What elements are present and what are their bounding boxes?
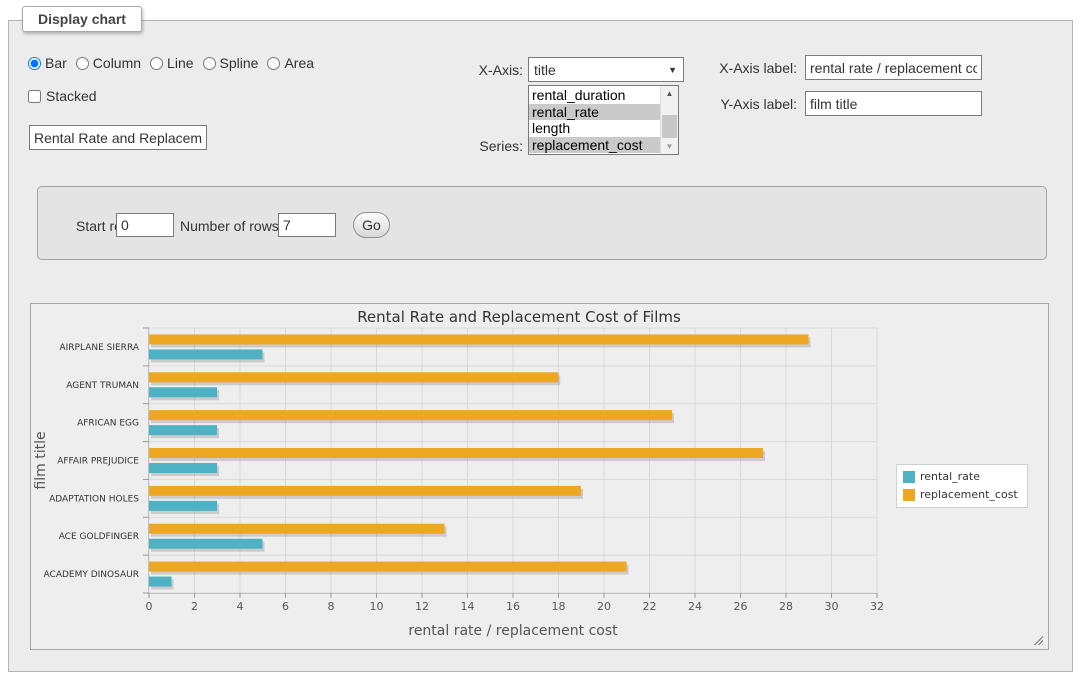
- x-axis-title: rental rate / replacement cost: [408, 623, 618, 639]
- legend-swatch-icon: [903, 488, 915, 501]
- radio-column[interactable]: [75, 56, 89, 70]
- radio-option-area[interactable]: Area: [267, 55, 314, 71]
- x-axis-tick-label: 24: [688, 600, 702, 613]
- bar-replacement_cost: [149, 448, 764, 458]
- category-label: ACE GOLDFINGER: [59, 532, 139, 542]
- series-option-rental_duration[interactable]: rental_duration: [532, 87, 626, 103]
- chart-type-radios: Bar Column Line Spline Area: [28, 55, 314, 71]
- series-caption: Series:: [479, 138, 523, 154]
- legend-swatch-icon: [903, 470, 915, 483]
- radio-spline[interactable]: [202, 56, 216, 70]
- radio-label-column: Column: [92, 55, 142, 71]
- radio-label-spline: Spline: [219, 55, 259, 71]
- series-option-replacement_cost[interactable]: replacement_cost: [529, 136, 660, 153]
- category-label: ADAPTATION HOLES: [49, 494, 139, 504]
- x-axis-tick-label: 22: [643, 600, 657, 613]
- x-axis-tick-label: 2: [191, 600, 198, 613]
- stacked-checkbox-row[interactable]: Stacked: [28, 88, 97, 104]
- category-label: AFFAIR PREJUDICE: [57, 457, 139, 467]
- radio-label-bar: Bar: [45, 55, 67, 71]
- radio-label-area: Area: [284, 55, 315, 71]
- x-axis-tick-label: 10: [370, 600, 384, 613]
- series-option-rental_rate[interactable]: rental_rate: [529, 103, 660, 120]
- scrollbar-thumb[interactable]: [662, 115, 677, 138]
- x-axis-tick-label: 14: [461, 600, 475, 613]
- stacked-checkbox[interactable]: [28, 89, 41, 103]
- bar-rental_rate: [149, 500, 218, 511]
- x-axis-tick-label: 30: [825, 600, 839, 613]
- x-axis-tick-label: 12: [415, 600, 429, 613]
- x-axis-tick-label: 16: [506, 600, 520, 613]
- bar-replacement_cost: [149, 485, 582, 496]
- series-option-length[interactable]: length: [532, 120, 571, 136]
- chart-title-input[interactable]: [29, 125, 207, 150]
- radio-line[interactable]: [150, 56, 164, 70]
- fieldset-legend: Display chart: [22, 6, 142, 32]
- start-row-input[interactable]: [116, 213, 174, 237]
- x-axis-tick-label: 28: [779, 600, 793, 613]
- bar-replacement_cost: [149, 561, 627, 572]
- x-axis-tick-label: 20: [597, 600, 611, 613]
- category-label: ACADEMY DINOSAUR: [44, 570, 139, 580]
- resize-handle-icon[interactable]: [1032, 634, 1043, 645]
- chevron-down-icon: ▼: [668, 64, 677, 75]
- chart-legend[interactable]: rental_rate replacement_cost: [896, 464, 1028, 508]
- radio-option-bar[interactable]: Bar: [28, 55, 67, 71]
- bar-replacement_cost: [149, 334, 809, 345]
- number-of-rows-label: Number of rows:: [180, 218, 283, 234]
- x-axis-select[interactable]: title ▼: [528, 57, 684, 82]
- bar-replacement_cost: [149, 372, 559, 383]
- radio-label-line: Line: [167, 55, 194, 71]
- bar-rental_rate: [149, 538, 263, 549]
- category-label: AFRICAN EGG: [77, 419, 139, 429]
- x-axis-tick-label: 4: [237, 600, 244, 613]
- category-label: AGENT TRUMAN: [66, 381, 139, 391]
- series-listbox-items: rental_duration rental_rate length replacem…: [529, 86, 660, 154]
- scroll-down-icon[interactable]: ▼: [661, 139, 678, 154]
- y-axis-title: film title: [33, 431, 49, 489]
- radio-area[interactable]: [267, 56, 281, 70]
- bar-rental_rate: [149, 349, 263, 360]
- y-axis-label-input[interactable]: [805, 91, 982, 116]
- bar-rental_rate: [149, 463, 218, 473]
- radio-bar[interactable]: [28, 56, 41, 70]
- chart-container: Rental Rate and Replacement Cost of Film…: [30, 303, 1049, 650]
- x-axis-tick-label: 0: [146, 600, 153, 613]
- series-listbox-scrollbar[interactable]: ▲ ▼: [660, 86, 678, 154]
- x-axis-tick-label: 32: [870, 600, 884, 613]
- bar-rental_rate: [149, 576, 172, 587]
- scroll-up-icon[interactable]: ▲: [661, 86, 678, 101]
- radio-option-column[interactable]: Column: [75, 55, 142, 71]
- bar-replacement_cost: [149, 410, 673, 421]
- x-axis-label-input[interactable]: [805, 55, 982, 80]
- go-button[interactable]: Go: [353, 212, 390, 238]
- legend-label: replacement_cost: [920, 488, 1018, 501]
- legend-item-replacement_cost[interactable]: replacement_cost: [903, 488, 1018, 501]
- chart-title: Rental Rate and Replacement Cost of Film…: [357, 308, 681, 326]
- bar-rental_rate: [149, 425, 218, 436]
- radio-option-spline[interactable]: Spline: [202, 55, 259, 71]
- series-listbox[interactable]: rental_duration rental_rate length replacem…: [528, 85, 679, 155]
- legend-item-rental_rate[interactable]: rental_rate: [903, 470, 1018, 483]
- legend-label: rental_rate: [920, 470, 980, 483]
- x-axis-caption: X-Axis:: [478, 62, 523, 78]
- x-axis-tick-label: 8: [328, 600, 335, 613]
- stacked-label: Stacked: [46, 88, 97, 104]
- bar-replacement_cost: [149, 523, 445, 534]
- row-range-panel: Start row: Number of rows: Go: [37, 186, 1047, 260]
- x-axis-tick-label: 18: [552, 600, 566, 613]
- category-label: AIRPLANE SIERRA: [59, 343, 139, 353]
- x-axis-selected-value: title: [534, 61, 556, 78]
- x-axis-tick-label: 26: [734, 600, 748, 613]
- x-axis-label-caption: X-Axis label:: [719, 60, 797, 76]
- number-of-rows-input[interactable]: [278, 213, 336, 237]
- y-axis-label-caption: Y-Axis label:: [720, 96, 797, 112]
- bar-rental_rate: [149, 387, 218, 398]
- x-axis-tick-label: 6: [282, 600, 289, 613]
- radio-option-line[interactable]: Line: [150, 55, 194, 71]
